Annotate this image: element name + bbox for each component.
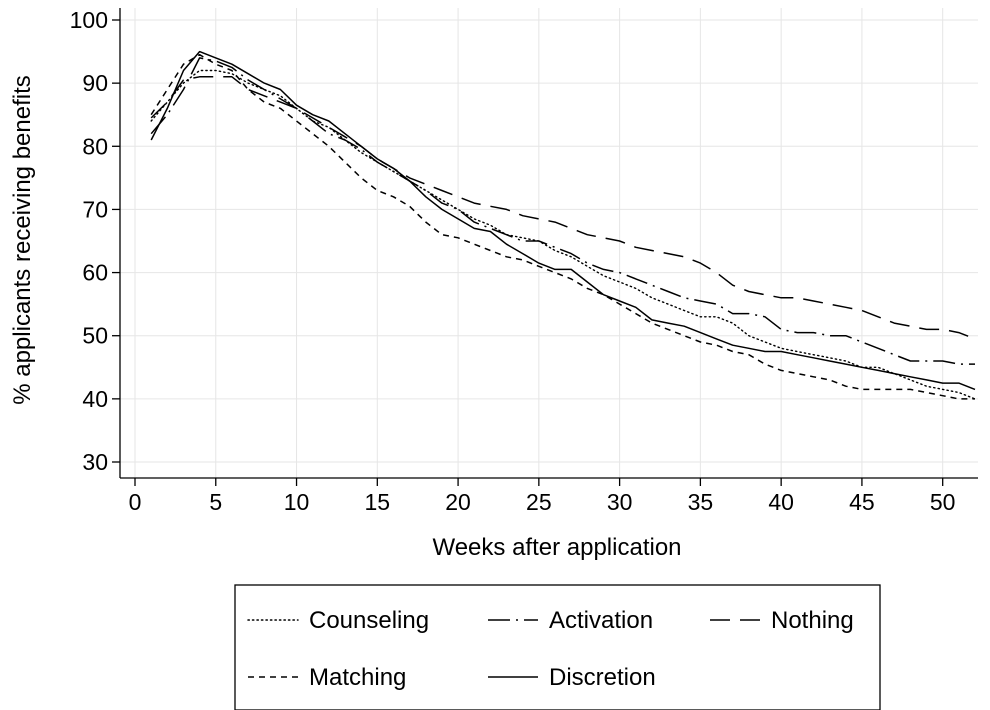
legend-label-counseling: Counseling [309, 607, 429, 634]
series-line-counseling [150, 69, 976, 400]
y-tick-label: 50 [82, 323, 108, 349]
y-tick-label: 80 [82, 133, 108, 159]
x-tick-label: 50 [930, 489, 956, 515]
x-tick-label: 10 [284, 489, 310, 515]
x-tick-label: 35 [688, 489, 714, 515]
x-tick-label: 25 [526, 489, 552, 515]
x-tick-label: 20 [445, 489, 471, 515]
x-tick-label: 0 [129, 489, 142, 515]
y-tick-label: 40 [82, 386, 108, 412]
series-line-discretion [150, 50, 976, 391]
x-tick-label: 5 [209, 489, 222, 515]
x-tick-label: 40 [768, 489, 794, 515]
legend-label-activation: Activation [549, 607, 653, 634]
x-tick-label: 45 [849, 489, 875, 515]
y-tick-label: 30 [82, 449, 108, 475]
y-tick-label: 90 [82, 70, 108, 96]
legend-label-matching: Matching [309, 664, 406, 691]
y-tick-label: 70 [82, 196, 108, 222]
legend-label-discretion: Discretion [549, 664, 656, 691]
grid-layer [120, 8, 978, 478]
x-axis-title: Weeks after application [432, 534, 681, 561]
x-tick-label: 30 [607, 489, 633, 515]
legend: Counseling Activation Nothing Matching Discr… [234, 584, 881, 710]
series-line-matching [150, 53, 975, 400]
y-tick-label: 100 [70, 7, 108, 33]
y-axis-title: % applicants receiving benefits [9, 75, 36, 405]
series-line-activation [150, 57, 975, 365]
y-tick-label: 60 [82, 260, 108, 286]
legend-label-nothing: Nothing [771, 607, 854, 634]
legend-box [234, 584, 881, 710]
series-layer [150, 50, 976, 400]
axes-layer: 30 40 50 60 70 80 90 100 0 5 10 15 20 25 30 35 40 45 50 [70, 7, 978, 515]
series-line-nothing [150, 76, 976, 340]
x-tick-label: 15 [365, 489, 391, 515]
